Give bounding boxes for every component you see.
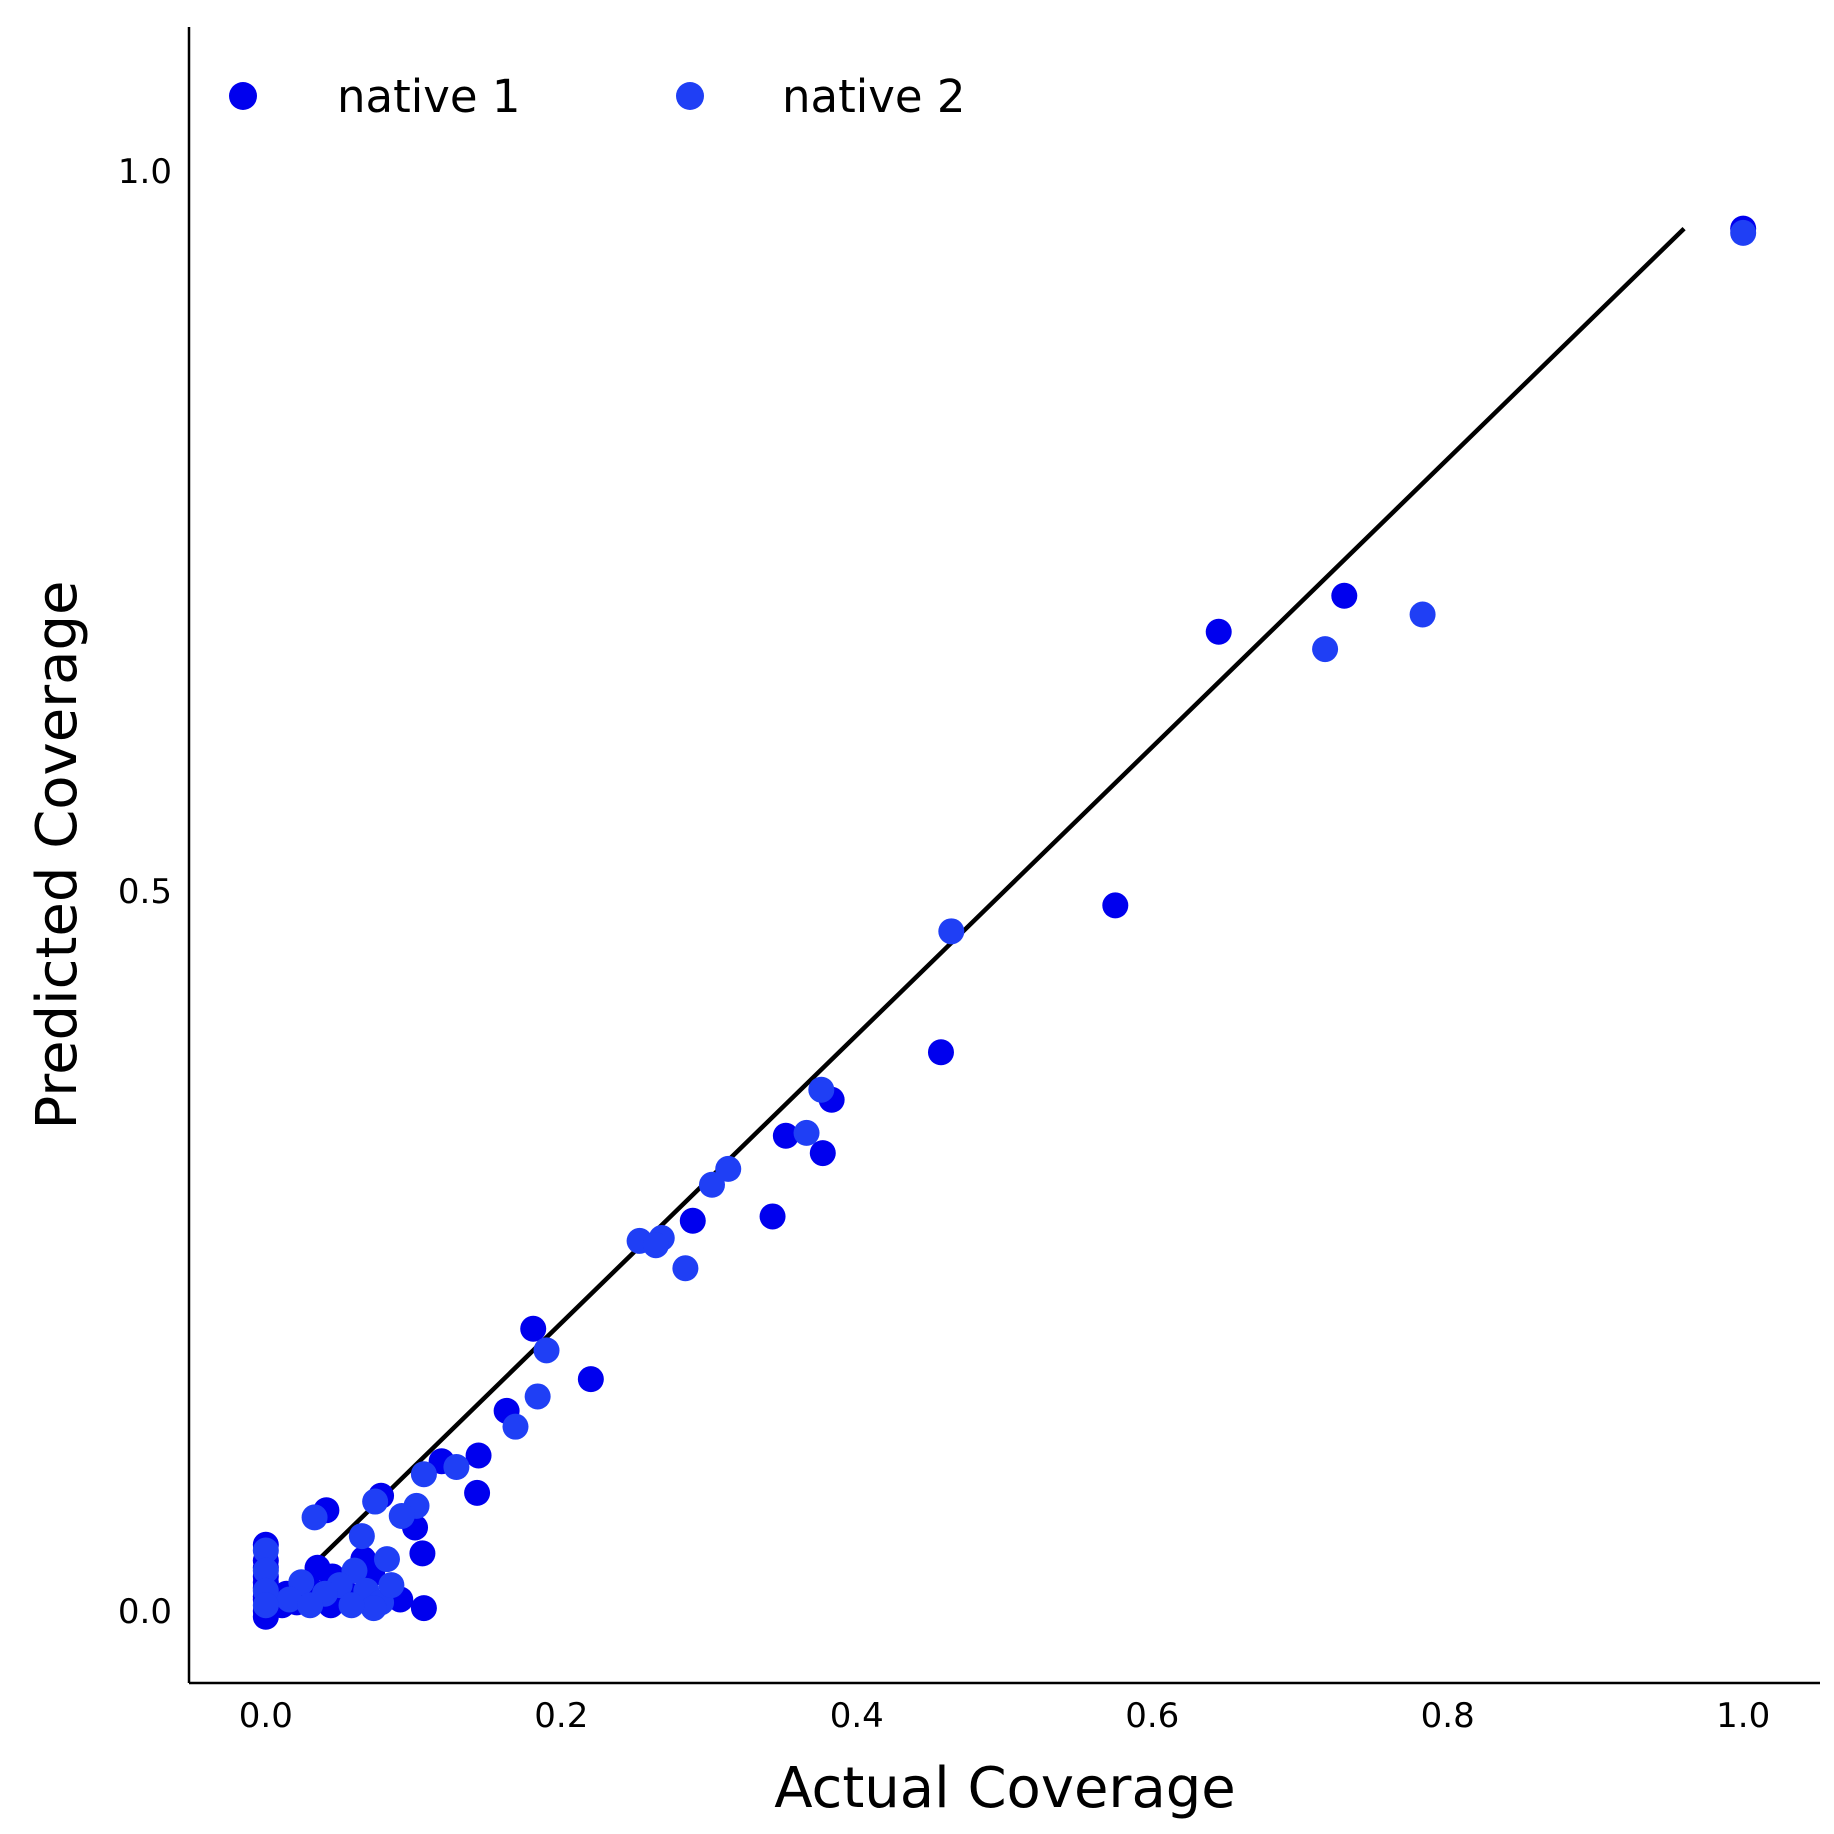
y-axis-title: Predicted Coverage [25, 581, 90, 1130]
data-point-series-1 [409, 1540, 436, 1567]
data-point-series-2 [348, 1523, 375, 1550]
data-point-series-2 [252, 1537, 279, 1564]
data-point-series-2 [793, 1119, 820, 1146]
data-point-series-2 [388, 1502, 415, 1529]
data-point-series-2 [1409, 601, 1436, 628]
data-point-series-2 [297, 1592, 324, 1619]
data-point-series-2 [276, 1586, 303, 1613]
data-point-series-2 [252, 1557, 279, 1584]
x-tick-label: 0.6 [1125, 1696, 1179, 1736]
legend: native 1 native 2 [229, 70, 966, 123]
data-point-series-2 [698, 1171, 725, 1198]
legend-label-series-2: native 2 [782, 70, 966, 123]
data-point-series-1 [577, 1366, 604, 1393]
data-point-series-2 [410, 1461, 437, 1488]
legend-label-series-1: native 1 [337, 70, 521, 123]
data-point-series-1 [1205, 618, 1232, 645]
reference-line-layer [264, 226, 1686, 1613]
y-tick-label: 1.0 [118, 152, 172, 192]
data-point-series-2 [808, 1076, 835, 1103]
legend-marker-series-1 [229, 82, 257, 110]
data-point-series-1 [465, 1442, 492, 1469]
data-point-series-2 [373, 1546, 400, 1573]
data-point-series-2 [1730, 219, 1757, 246]
x-tick-label: 1.0 [1716, 1696, 1770, 1736]
data-point-series-2 [642, 1232, 669, 1259]
x-tick-labels: 0.0 0.2 0.4 0.6 0.8 1.0 [239, 1696, 1770, 1736]
data-point-series-1 [464, 1479, 491, 1506]
y-tick-label: 0.5 [118, 872, 172, 912]
x-tick-label: 0.0 [239, 1696, 293, 1736]
x-tick-label: 0.4 [830, 1696, 884, 1736]
data-point-series-1 [410, 1595, 437, 1622]
data-point-series-1 [1331, 582, 1358, 609]
x-axis-title: Actual Coverage [774, 1756, 1236, 1821]
data-point-series-2 [338, 1592, 365, 1619]
data-point-series-1 [1102, 892, 1129, 919]
data-point-series-1 [759, 1203, 786, 1230]
data-point-series-2 [533, 1337, 560, 1364]
data-point-series-1 [679, 1207, 706, 1234]
legend-marker-series-2 [676, 82, 704, 110]
data-point-series-2 [524, 1383, 551, 1410]
data-point-series-2 [362, 1488, 389, 1515]
data-point-series-2 [715, 1155, 742, 1182]
data-point-series-2 [1312, 636, 1339, 663]
data-point-series-2 [378, 1572, 405, 1599]
y-tick-label: 0.0 [118, 1592, 172, 1632]
data-point-series-1 [927, 1039, 954, 1066]
data-point-series-1 [772, 1122, 799, 1149]
data-point-series-2 [443, 1454, 470, 1480]
data-point-series-2 [502, 1413, 529, 1440]
x-tick-label: 0.2 [534, 1696, 588, 1736]
points-layer [252, 215, 1757, 1630]
data-point-series-2 [938, 918, 965, 945]
data-point-series-2 [360, 1595, 387, 1622]
data-point-series-2 [301, 1504, 328, 1531]
data-point-series-1 [809, 1140, 836, 1167]
reference-line [264, 226, 1686, 1613]
data-point-series-2 [672, 1255, 699, 1282]
data-point-series-2 [252, 1592, 279, 1619]
x-tick-label: 0.8 [1421, 1696, 1475, 1736]
y-tick-labels: 0.0 0.5 1.0 [118, 152, 172, 1632]
data-point-series-1 [520, 1315, 547, 1342]
